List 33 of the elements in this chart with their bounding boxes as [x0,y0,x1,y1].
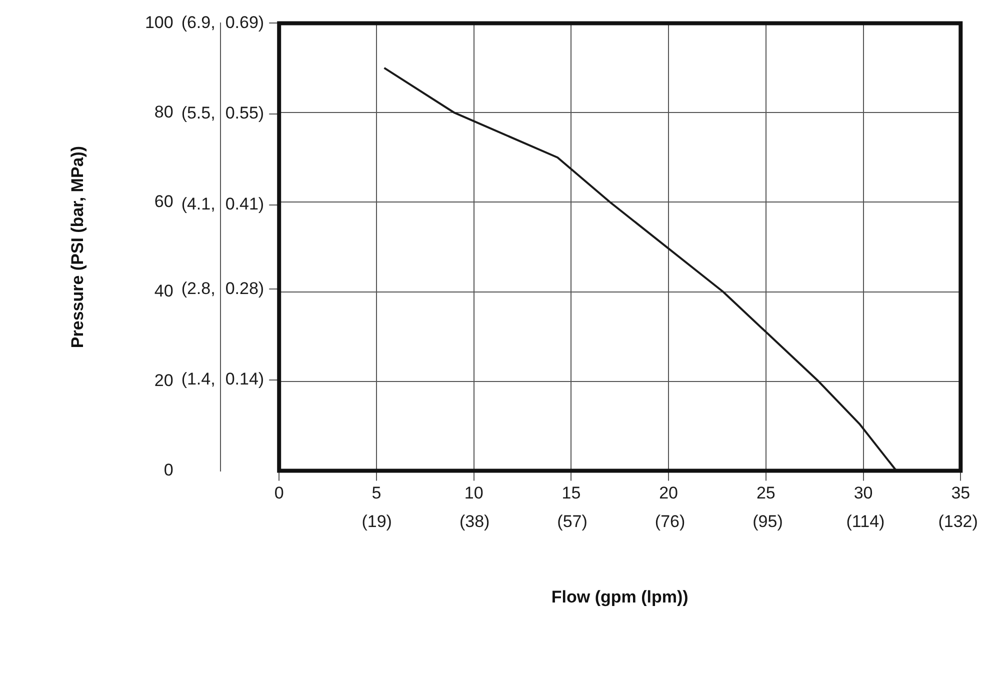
y-tick-label: 40 [154,281,174,300]
y-tick-label: 0 [164,460,174,480]
y-tick-label: 60 [154,192,174,211]
x-tick-label: 30 [854,484,873,503]
y3-tick-label: 0.14) [225,370,264,389]
y3-tick-label: 0.28) [225,278,264,298]
x-tick-label: 5 [372,484,382,503]
y3-tick-label: 0.55) [225,104,264,123]
y-tick-label: 100 [144,12,174,32]
y2-tick-label: (1.4, [181,370,216,389]
y3-tick-label: 0.41) [225,194,264,214]
y3-tick-label: 0.69) [225,12,264,32]
x2-tick-label: (19) [362,512,392,532]
y2-tick-label: (2.8, [181,278,216,298]
x-tick-label: 35 [951,484,970,503]
x-axis-title: Flow (gpm (lpm)) [551,587,688,606]
x-tick-label: 15 [562,484,581,503]
x2-tick-label: (95) [752,512,783,532]
y2-tick-label: (5.5, [181,104,216,123]
x-tick-label: 10 [464,484,484,503]
x-tick-label: 0 [274,484,284,503]
x2-tick-label: (76) [654,512,686,532]
y-axis-title: Pressure (PSI (bar, MPa)) [68,146,87,348]
y-tick-label: 20 [154,370,174,390]
y2-tick-label: (6.9, [181,12,216,32]
x-tick-label: 20 [659,484,678,503]
y2-tick-label: (4.1, [181,194,216,214]
x2-tick-label: (57) [557,512,588,532]
x-tick-label: 25 [756,484,776,503]
x2-tick-label: (114) [846,512,885,532]
x2-tick-label: (38) [459,512,490,532]
x2-tick-label: (132) [938,512,978,532]
y-tick-label: 80 [154,102,174,122]
